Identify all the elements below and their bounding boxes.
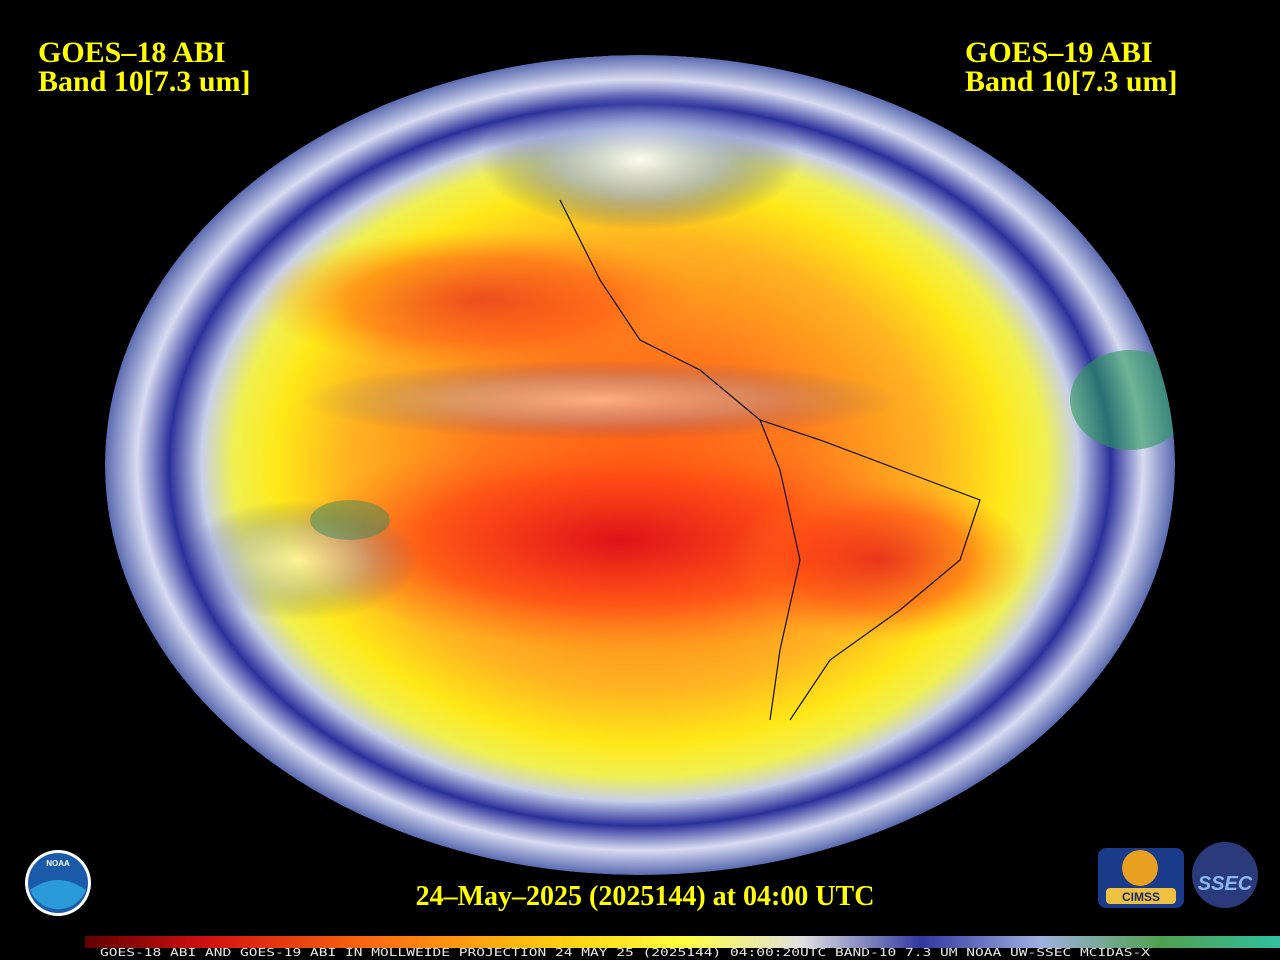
ssec-logo: SSEC	[1192, 842, 1258, 908]
earth-disk	[105, 55, 1175, 875]
ssec-label: SSEC	[1198, 873, 1253, 895]
color-bar-caption: GOES-18 ABI AND GOES-19 ABI IN MOLLWEIDE…	[100, 947, 1151, 959]
coastline	[559, 199, 981, 721]
cimss-logo: CIMSS	[1098, 848, 1184, 908]
logo-label-box	[1106, 888, 1176, 904]
moist-region	[1070, 350, 1175, 450]
noaa-logo: NOAA	[25, 850, 91, 916]
right-satellite: GOES–19 ABI	[965, 36, 1153, 69]
left-band: Band 10[7.3 um]	[38, 65, 251, 98]
cimss-label: CIMSS	[1122, 890, 1160, 904]
dry-region	[730, 480, 1030, 640]
right-band: Band 10[7.3 um]	[965, 65, 1178, 98]
moist-band	[300, 360, 900, 440]
logo-wave	[30, 880, 86, 910]
color-bar	[85, 936, 1280, 948]
moist-region	[310, 500, 390, 540]
logo-sun	[1122, 850, 1158, 886]
noaa-label: NOAA	[46, 859, 70, 868]
dry-region	[260, 230, 700, 370]
moist-region	[480, 90, 800, 230]
left-satellite: GOES–18 ABI	[38, 36, 226, 69]
logo-disk	[1192, 842, 1258, 908]
timestamp: 24–May–2025 (2025144) at 04:00 UTC	[416, 881, 875, 912]
